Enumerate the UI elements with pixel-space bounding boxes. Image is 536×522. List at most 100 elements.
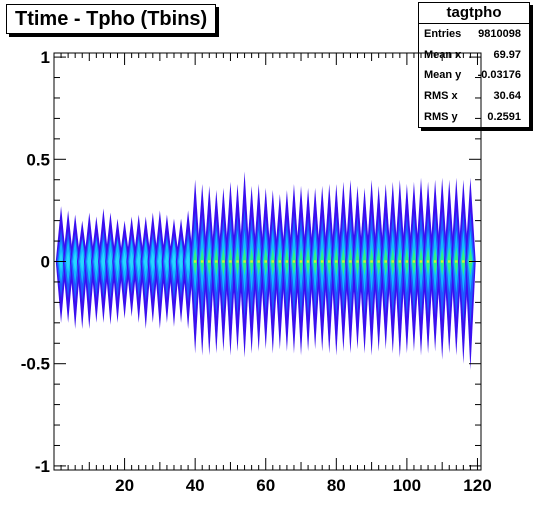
y-tick-label: 0 xyxy=(41,253,50,272)
y-tick-label: 1 xyxy=(41,48,50,67)
heatmap-column xyxy=(458,179,469,364)
heatmap-column xyxy=(76,220,88,329)
column-hot-center xyxy=(328,260,331,263)
heatmap-column xyxy=(196,183,208,356)
column-hot-center xyxy=(285,260,289,263)
column-hot-center xyxy=(271,260,274,263)
x-tick-label: 20 xyxy=(115,476,134,495)
column-core xyxy=(73,251,78,272)
column-hot-center xyxy=(313,260,317,263)
x-tick-label: 120 xyxy=(463,476,491,495)
stats-label: RMS x xyxy=(424,90,458,103)
heatmap-column xyxy=(203,185,215,356)
heatmap-column xyxy=(168,218,180,327)
heatmap-column xyxy=(387,181,399,354)
stats-label: Entries xyxy=(424,28,462,41)
column-hot-center xyxy=(455,260,458,263)
column-hot-center xyxy=(278,260,282,263)
heatmap-column xyxy=(380,183,392,350)
column-hot-center xyxy=(264,260,267,263)
column-hot-center xyxy=(398,260,402,263)
heatmap-columns xyxy=(55,171,476,370)
stats-value: 0.2591 xyxy=(487,110,521,123)
column-core xyxy=(143,251,148,272)
heatmap-column xyxy=(359,187,370,354)
stats-row-rms-y: RMS y 0.2591 xyxy=(419,106,529,127)
stats-name: tagtpho xyxy=(419,3,529,24)
column-hot-center xyxy=(384,260,387,263)
heatmap-column xyxy=(69,214,81,329)
column-hot-center xyxy=(243,260,246,263)
heatmap-column xyxy=(175,218,187,323)
stats-value: 69.97 xyxy=(493,48,521,61)
column-core xyxy=(136,251,141,272)
column-hot-center xyxy=(433,260,437,263)
column-hot-center xyxy=(448,260,451,263)
column-hot-center xyxy=(363,260,366,263)
column-core xyxy=(172,251,176,272)
heatmap-column xyxy=(161,214,173,323)
heatmap-column xyxy=(211,189,222,354)
column-core xyxy=(179,251,183,272)
heatmap-column xyxy=(288,183,300,354)
heatmap-column xyxy=(352,185,363,350)
column-hot-center xyxy=(426,260,430,263)
column-core xyxy=(94,251,99,272)
column-hot-center xyxy=(292,260,296,263)
heatmap-column xyxy=(225,181,236,356)
heatmap-column xyxy=(62,210,74,323)
heatmap-column xyxy=(91,216,102,323)
column-core xyxy=(158,251,162,272)
heatmap-column xyxy=(422,181,434,354)
histogram-title: Ttime - Tpho (Tbins) xyxy=(6,4,217,34)
heatmap-column xyxy=(83,212,95,329)
column-core xyxy=(87,251,92,272)
column-hot-center xyxy=(342,260,345,263)
column-hot-center xyxy=(335,260,338,263)
y-tick-label: -1 xyxy=(35,457,50,476)
column-core xyxy=(150,251,155,272)
heatmap-column xyxy=(267,189,279,354)
heatmap-column xyxy=(316,185,328,352)
x-tick-label: 100 xyxy=(393,476,421,495)
column-hot-center xyxy=(229,260,232,263)
column-hot-center xyxy=(440,260,444,263)
x-tick-label: 80 xyxy=(327,476,346,495)
heatmap-column xyxy=(401,183,413,354)
column-hot-center xyxy=(370,260,373,263)
column-hot-center xyxy=(236,260,239,263)
heatmap-column xyxy=(182,210,194,329)
heatmap-column xyxy=(274,194,286,350)
heatmap-column xyxy=(465,177,476,370)
heatmap-column xyxy=(232,183,243,352)
column-hot-center xyxy=(405,260,409,263)
column-core xyxy=(122,251,127,272)
heatmap-column xyxy=(408,181,420,352)
heatmap-column xyxy=(260,187,272,350)
heatmap-column xyxy=(154,210,166,329)
heatmap-column xyxy=(331,183,342,356)
stats-value: 30.64 xyxy=(493,90,521,103)
heatmap-column xyxy=(443,179,455,354)
x-tick-label: 40 xyxy=(186,476,205,495)
heatmap-column xyxy=(345,179,356,354)
heatmap-column xyxy=(281,189,293,352)
heatmap-column xyxy=(126,216,137,317)
column-hot-center xyxy=(462,260,465,263)
column-hot-center xyxy=(257,260,260,263)
column-core xyxy=(101,251,106,272)
heatmap-column xyxy=(133,214,144,323)
stats-label: Mean y xyxy=(424,69,462,82)
heatmap-column xyxy=(451,177,462,356)
column-hot-center xyxy=(215,260,218,263)
heatmap-column xyxy=(295,185,307,356)
stats-value: -0.03176 xyxy=(477,69,521,82)
heatmap-column xyxy=(436,177,448,360)
y-tick-label: -0.5 xyxy=(21,355,50,374)
column-hot-center xyxy=(306,260,310,263)
heatmap-column xyxy=(189,179,201,354)
heatmap-column xyxy=(338,181,349,352)
heatmap-column xyxy=(218,187,229,352)
column-core xyxy=(66,251,70,272)
heatmap-column xyxy=(253,183,264,352)
